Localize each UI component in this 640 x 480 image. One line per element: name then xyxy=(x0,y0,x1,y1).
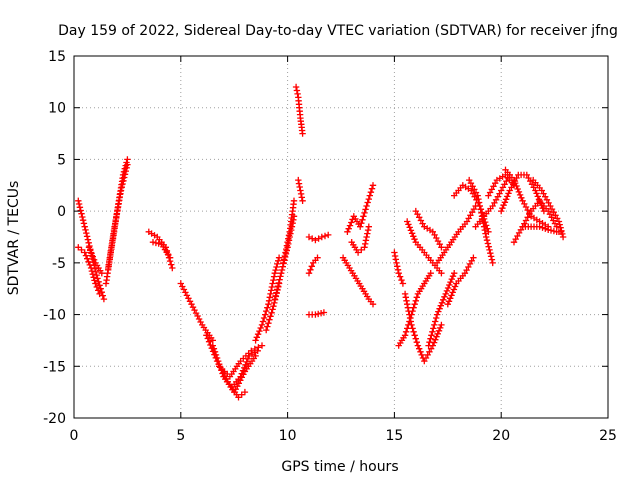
y-tick-label: 15 xyxy=(48,49,66,65)
data-track xyxy=(498,171,548,215)
data-point-markers xyxy=(412,207,445,251)
data-track xyxy=(295,176,306,204)
y-tick-label: 5 xyxy=(57,152,66,168)
data-track xyxy=(472,171,513,230)
x-tick-label: 5 xyxy=(176,428,185,444)
data-point-markers xyxy=(203,332,249,401)
data-marks xyxy=(75,83,567,401)
y-axis-label: SDTVAR / TECUs xyxy=(6,181,22,296)
y-tick-label: -5 xyxy=(52,256,66,272)
y-tick-label: -20 xyxy=(43,411,66,427)
data-track xyxy=(177,280,216,344)
x-tick-label: 20 xyxy=(492,428,510,444)
data-point-markers xyxy=(510,197,560,246)
data-track xyxy=(305,231,332,244)
data-track xyxy=(401,290,445,365)
data-point-markers xyxy=(105,161,131,272)
y-axis-ticks: -20 -15 -10 -5 0 5 10 15 xyxy=(43,49,608,427)
x-tick-label: 10 xyxy=(279,428,297,444)
data-track xyxy=(510,197,560,246)
data-point-markers xyxy=(305,309,328,318)
data-track xyxy=(433,202,479,267)
data-track xyxy=(444,254,477,308)
data-point-markers xyxy=(216,342,266,380)
y-tick-label: 0 xyxy=(57,204,66,220)
y-tick-label: -10 xyxy=(43,308,66,324)
x-tick-label: 15 xyxy=(385,428,403,444)
data-track xyxy=(102,156,131,287)
data-point-markers xyxy=(498,171,548,215)
data-point-markers xyxy=(295,176,306,204)
data-track xyxy=(145,228,176,272)
data-point-markers xyxy=(344,182,377,235)
data-point-markers xyxy=(339,254,377,308)
data-track xyxy=(216,342,266,380)
data-point-markers xyxy=(305,254,321,277)
plot-frame xyxy=(73,55,609,419)
data-point-markers xyxy=(433,202,479,267)
chart-title: Day 159 of 2022, Sidereal Day-to-day VTE… xyxy=(58,23,618,39)
data-point-markers xyxy=(263,280,283,334)
data-track xyxy=(305,254,321,277)
data-point-markers xyxy=(348,223,372,256)
data-track xyxy=(292,83,306,137)
data-track xyxy=(75,244,103,298)
data-point-markers xyxy=(519,223,565,235)
data-point-markers xyxy=(305,231,332,244)
data-track xyxy=(485,171,518,199)
data-track xyxy=(149,239,174,261)
data-track xyxy=(105,161,131,272)
data-point-markers xyxy=(404,218,445,277)
data-track xyxy=(263,280,283,334)
data-track xyxy=(412,207,445,251)
data-track xyxy=(305,309,328,318)
data-track xyxy=(391,249,407,287)
data-track xyxy=(530,176,567,241)
data-track xyxy=(252,254,283,344)
x-axis-label: GPS time / hours xyxy=(281,459,398,475)
data-point-markers xyxy=(401,290,445,365)
data-point-markers xyxy=(485,171,518,199)
data-track xyxy=(344,182,377,235)
x-tick-label: 25 xyxy=(599,428,617,444)
data-point-markers xyxy=(252,254,283,344)
data-track xyxy=(280,197,298,267)
data-point-markers xyxy=(292,83,306,137)
data-track xyxy=(228,347,261,391)
data-point-markers xyxy=(75,244,103,298)
data-point-markers xyxy=(472,171,513,230)
axes xyxy=(73,55,609,419)
y-tick-label: 10 xyxy=(48,101,66,117)
data-track xyxy=(339,254,377,308)
data-point-markers xyxy=(102,156,131,287)
data-point-markers xyxy=(228,347,261,391)
data-track xyxy=(425,270,458,349)
data-point-markers xyxy=(85,244,105,277)
data-point-markers xyxy=(177,280,216,344)
data-point-markers xyxy=(444,254,477,308)
data-track xyxy=(203,332,249,401)
data-track xyxy=(85,244,105,277)
data-track xyxy=(348,223,372,256)
data-point-markers xyxy=(149,239,174,261)
data-point-markers xyxy=(280,197,298,267)
data-track xyxy=(519,223,565,235)
data-point-markers xyxy=(530,176,567,241)
data-point-markers xyxy=(425,270,458,349)
x-axis-ticks: 0 5 10 15 20 25 xyxy=(70,56,617,444)
data-point-markers xyxy=(391,249,407,287)
data-track xyxy=(404,218,445,277)
data-point-markers xyxy=(145,228,176,272)
x-tick-label: 0 xyxy=(70,428,79,444)
y-tick-label: -15 xyxy=(43,359,66,375)
